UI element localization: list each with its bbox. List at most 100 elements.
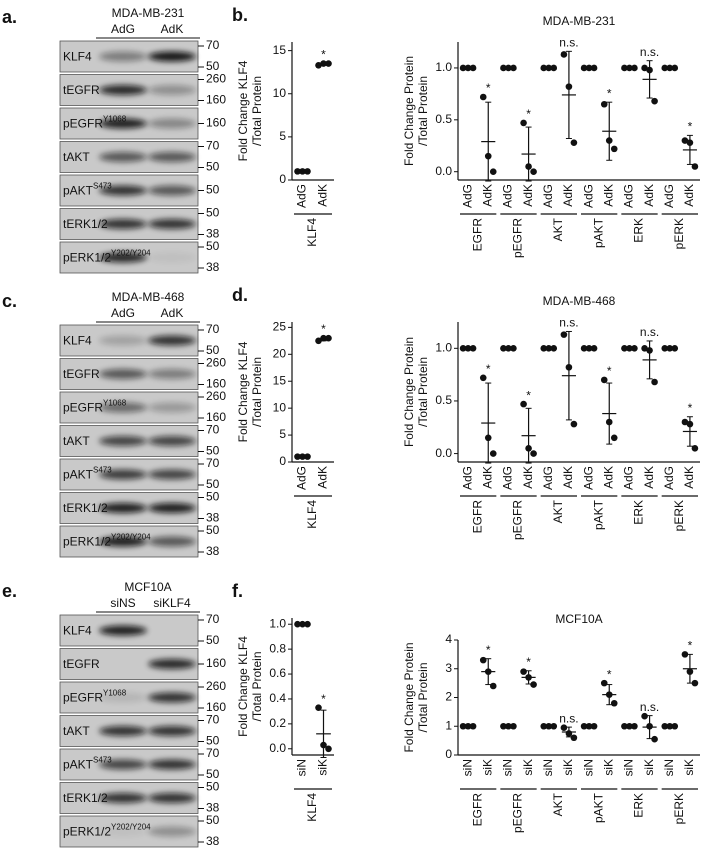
data-point [520, 119, 527, 127]
significance: * [526, 655, 531, 669]
y-tick-label: 1.0 [435, 60, 452, 74]
y-tick-label: 10 [273, 86, 287, 100]
group-label: pEGFR [511, 218, 525, 258]
band-name: pERK1/2 [63, 251, 111, 265]
protein-band [148, 692, 196, 703]
protein-band [148, 85, 196, 95]
marker-label: 70 [206, 38, 220, 52]
y-tick-label: 0 [279, 172, 286, 186]
band-label: pAKTS473 [63, 182, 112, 198]
data-point [641, 345, 648, 352]
band-name: KLF4 [63, 50, 92, 64]
y-tick-label: 0.5 [435, 112, 452, 126]
x-tick-label: AdK [682, 184, 696, 207]
marker-label: 38 [206, 834, 220, 848]
chart-title: MCF10A [555, 612, 602, 626]
marker-label: 50 [206, 183, 220, 197]
y-tick-label: 0 [445, 747, 452, 761]
significance: n.s. [559, 316, 578, 330]
band-label: pAKTS473 [63, 466, 112, 482]
protein-band [148, 185, 196, 196]
significance: * [526, 107, 531, 121]
y-axis-label: /Total Protein [250, 76, 264, 146]
x-tick-label: AdK [682, 466, 696, 489]
protein-band [99, 436, 147, 446]
x-tick-label: AdK [561, 184, 575, 207]
band-name: tERK1/2 [63, 501, 108, 515]
lane-label: AdK [161, 306, 184, 320]
significance: * [486, 81, 491, 95]
marker-label: 260 [206, 389, 226, 403]
y-tick-label: 1.0 [435, 340, 452, 354]
y-tick-label: 5 [279, 427, 286, 441]
protein-band [148, 793, 196, 803]
marker-label: 260 [206, 679, 226, 693]
panel-label: e. [2, 581, 17, 601]
marker-label: 38 [206, 801, 220, 815]
y-tick-label: 15 [273, 43, 287, 57]
lane-label: AdK [161, 22, 184, 36]
band-name: tEGFR [63, 83, 100, 97]
protein-band [99, 402, 147, 413]
y-axis-label: Fold Change KLF4 [236, 60, 250, 161]
y-tick-label: 5 [279, 129, 286, 143]
protein-band [148, 219, 196, 229]
x-tick-label: siN [622, 759, 636, 776]
marker-label: 38 [206, 544, 220, 558]
protein-band [99, 118, 147, 129]
band-name: tEGFR [63, 367, 100, 381]
significance: * [486, 362, 491, 376]
band-label: pERK1/2Y202/Y204 [63, 533, 151, 549]
x-tick-label: AdK [316, 466, 330, 489]
marker-label: 70 [206, 139, 220, 153]
protein-band [99, 252, 147, 263]
x-tick-label: siN [501, 759, 515, 776]
band-name: tERK1/2 [63, 791, 108, 805]
group-label: KLF4 [305, 218, 319, 247]
significance: * [526, 388, 531, 402]
band-sup: Y202/Y204 [111, 249, 151, 258]
marker-label: 70 [206, 322, 220, 336]
data-point [325, 745, 332, 753]
protein-band [99, 759, 147, 770]
marker-label: 50 [206, 444, 220, 458]
x-tick-label: AdG [541, 184, 555, 208]
group-label: EGFR [470, 500, 484, 534]
band-label: KLF4 [63, 50, 92, 64]
marker-label: 260 [206, 356, 226, 370]
group-label: pAKT [591, 792, 605, 823]
band-label: pERK1/2Y202/Y204 [63, 249, 151, 265]
x-tick-label: siN [295, 759, 309, 776]
chart-title: MDA-MB-468 [543, 294, 616, 308]
blot-title: MDA-MB-468 [112, 290, 185, 304]
group-label: ERK [632, 793, 646, 818]
marker-label: 50 [206, 633, 220, 647]
protein-band [148, 402, 196, 413]
data-point [600, 679, 608, 687]
data-point [691, 679, 699, 687]
y-axis-label: Fold Change Protein [402, 56, 416, 166]
marker-label: 160 [206, 116, 226, 130]
data-point [570, 420, 578, 428]
band-label: tERK1/2 [63, 501, 108, 515]
marker-label: 70 [206, 456, 220, 470]
band-name: pERK1/2 [63, 825, 111, 839]
significance: * [486, 643, 491, 657]
x-tick-label: AdK [480, 184, 494, 207]
data-point [651, 378, 658, 386]
band-sup: Y1068 [103, 115, 127, 124]
group-label: EGFR [470, 218, 484, 252]
band-label: pEGFRY1068 [63, 115, 127, 131]
protein-band [99, 85, 147, 95]
significance: n.s. [640, 700, 659, 714]
x-tick-label: siK [480, 759, 494, 776]
band-label: pEGFRY1068 [63, 689, 127, 705]
protein-band [99, 335, 147, 346]
x-tick-label: siK [561, 759, 575, 776]
marker-label: 50 [206, 813, 220, 827]
y-axis-label: Fold Change KLF4 [236, 636, 250, 737]
band-name: pEGFR [63, 691, 103, 705]
data-point [651, 97, 658, 105]
x-tick-label: siN [581, 759, 595, 776]
marker-label: 50 [206, 780, 220, 794]
